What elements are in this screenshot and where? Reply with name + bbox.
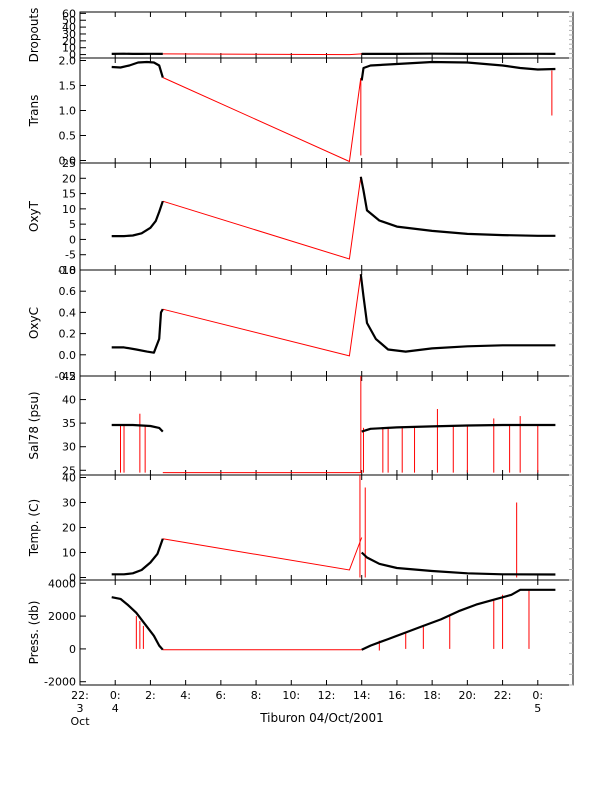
x-tick-label: 2: (145, 689, 156, 702)
x-tick-label: 0: (110, 689, 121, 702)
y-tick-label: 20 (62, 35, 76, 48)
y-tick-label: 0 (69, 643, 76, 656)
y-tick-label: -5 (65, 249, 76, 262)
data-line (360, 60, 556, 81)
y-axis-title: Trans (27, 95, 41, 128)
panel-2: -10 -5 0 5 10 15 20 25 OxyT (27, 157, 574, 277)
y-tick-label: 20 (62, 522, 76, 535)
panel-3: -0.2 0.0 0.2 0.4 0.6 0.8 OxyC (27, 264, 574, 383)
y-tick-label: 30 (62, 497, 76, 510)
x-tick-label: 14: (353, 689, 371, 702)
y-tick-label: -10 (58, 264, 76, 277)
y-tick-label: 30 (62, 28, 76, 41)
x-tick-label: 22: (71, 689, 89, 702)
x-tick-label: 8: (251, 689, 262, 702)
x-tick-label: 16: (388, 689, 406, 702)
y-tick-label: 25 (62, 157, 76, 170)
y-tick-label: 50 (62, 14, 76, 27)
panel-frame (79, 162, 574, 271)
panel-1: 0.0 0.5 1.0 1.5 2.0 Trans (27, 55, 574, 168)
y-tick-label: 2.0 (59, 55, 77, 68)
flagged-line (162, 176, 362, 260)
panel-6: -2000 0 2000 4000 Press. (db) (27, 577, 574, 689)
data-line (111, 596, 164, 651)
x-tick-label: Oct (70, 715, 90, 728)
x-tick-label: 4: (180, 689, 191, 702)
panel-4: 25 30 35 40 45 Sal78 (psu) (27, 370, 574, 477)
y-tick-label: 10 (62, 42, 76, 55)
chart-panels: 0102030405060Dropouts0.00.51.01.52.0Tran… (27, 7, 574, 689)
data-line (359, 274, 556, 353)
data-line (111, 538, 164, 576)
x-tick-label: 5 (534, 702, 541, 715)
y-tick-label: 20 (62, 172, 76, 185)
data-line (111, 60, 164, 78)
y-tick-label: 0.5 (59, 130, 77, 143)
y-tick-label: 0.6 (59, 285, 77, 298)
y-tick-label: 60 (62, 7, 76, 20)
panel-frame (79, 474, 574, 581)
panel-frame (79, 269, 574, 377)
data-line (360, 551, 556, 576)
x-tick-label: 6: (215, 689, 226, 702)
y-tick-label: 35 (62, 417, 76, 430)
y-tick-label: 0 (69, 49, 76, 62)
y-tick-label: 30 (62, 441, 76, 454)
x-tick-label: 0: (532, 689, 543, 702)
flagged-line (162, 274, 362, 357)
y-tick-label: 0.2 (59, 328, 77, 341)
x-tick-label: 4 (112, 702, 119, 715)
y-tick-label: 5 (69, 218, 76, 231)
y-tick-label: -2000 (44, 676, 76, 689)
y-tick-label: 2000 (48, 610, 76, 623)
flagged-line (162, 77, 362, 163)
y-tick-label: 25 (62, 464, 76, 477)
panel-frame (79, 11, 574, 59)
y-tick-label: -0.2 (55, 370, 76, 383)
x-axis-title: Tiburon 04/Oct/2001 (259, 711, 384, 725)
y-tick-label: 10 (62, 203, 76, 216)
data-line (361, 423, 556, 433)
x-tick-label: 18: (423, 689, 441, 702)
flagged-line (162, 537, 363, 571)
y-tick-label: 4000 (48, 577, 76, 590)
y-axis-title: OxyC (27, 307, 41, 339)
data-line (111, 423, 164, 433)
y-tick-label: 1.5 (59, 80, 77, 93)
y-axis-title: OxyT (27, 200, 41, 232)
y-axis-title: Temp. (C) (27, 499, 41, 557)
y-tick-label: 1.0 (59, 105, 77, 118)
data-line (359, 176, 556, 237)
flagged-line (162, 53, 362, 56)
data-line (111, 308, 164, 354)
y-tick-label: 40 (62, 472, 76, 485)
y-tick-label: 10 (62, 547, 76, 560)
y-tick-label: 45 (62, 370, 76, 383)
data-line (361, 588, 556, 651)
y-tick-label: 0.4 (59, 306, 77, 319)
y-tick-label: 0.0 (59, 349, 77, 362)
y-tick-label: 0.0 (59, 155, 77, 168)
panel-frame (79, 579, 574, 686)
y-axis-title: Sal78 (psu) (27, 391, 41, 459)
y-tick-label: 15 (62, 188, 76, 201)
panel-5: 0 10 20 30 40 Temp. (C) (27, 472, 574, 585)
x-tick-label: 20: (459, 689, 477, 702)
x-tick-label: 12: (318, 689, 336, 702)
y-tick-label: 40 (62, 394, 76, 407)
y-tick-label: 0 (69, 572, 76, 585)
x-tick-label: 22: (494, 689, 512, 702)
panel-frame (79, 57, 574, 164)
y-tick-label: 0.8 (59, 264, 77, 277)
y-axis-title: Press. (db) (27, 601, 41, 665)
x-tick-label: 3 (77, 702, 84, 715)
y-tick-label: 40 (62, 21, 76, 34)
data-line (111, 200, 164, 238)
y-axis-title: Dropouts (27, 8, 41, 63)
x-tick-label: 10: (282, 689, 300, 702)
y-tick-label: 0 (69, 233, 76, 246)
